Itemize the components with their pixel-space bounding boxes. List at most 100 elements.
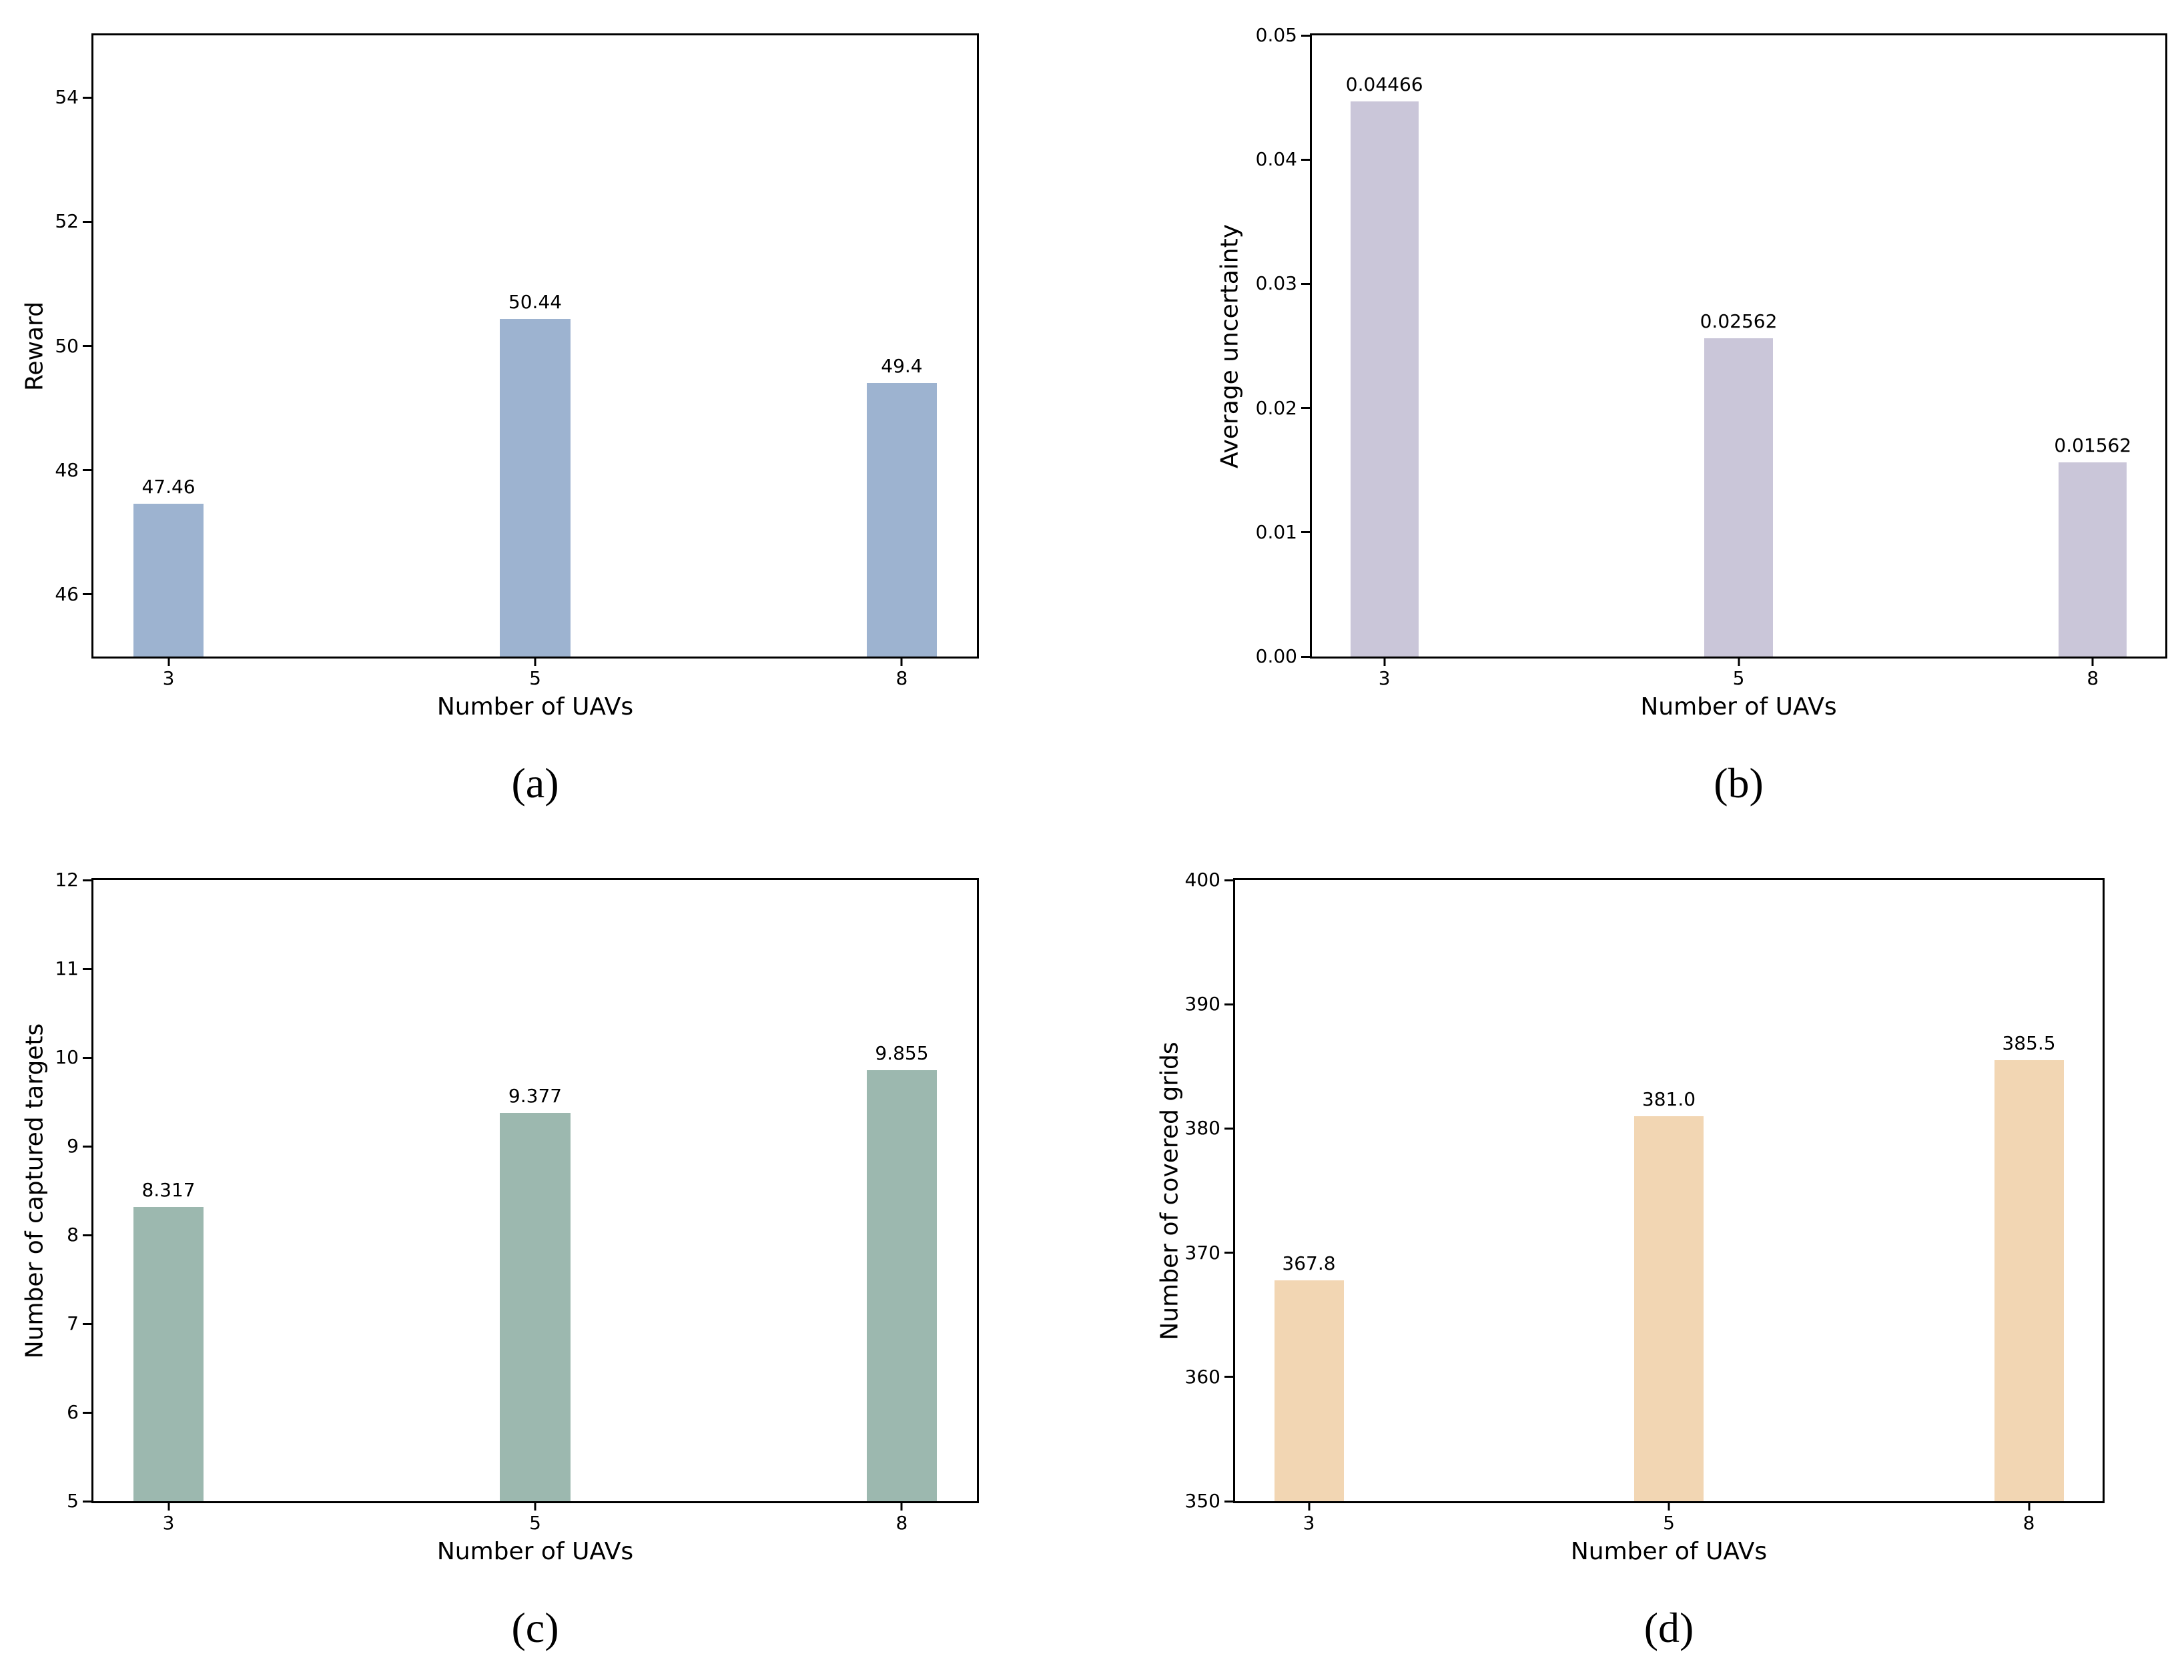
- y-tick-label: 54: [55, 86, 79, 109]
- bar-3-uavs: [1274, 1280, 1344, 1501]
- chart-average-uncertainty-x-axis-label: Number of UAVs: [1640, 693, 1837, 721]
- y-tick-mark: [83, 345, 93, 347]
- y-tick-mark: [1301, 34, 1312, 37]
- y-tick-label: 0.03: [1255, 272, 1297, 295]
- y-tick-mark: [1301, 158, 1312, 161]
- x-tick-label: 5: [1663, 1512, 1675, 1534]
- y-tick-label: 50: [55, 334, 79, 357]
- y-tick-label: 7: [67, 1312, 79, 1335]
- x-tick-mark: [1668, 1501, 1670, 1511]
- bar-5-uavs: [500, 318, 571, 657]
- y-tick-label: 5: [67, 1490, 79, 1512]
- y-tick-mark: [83, 1056, 93, 1059]
- x-tick-label: 8: [2023, 1512, 2035, 1534]
- x-tick-mark: [534, 1501, 536, 1511]
- bar-value-label: 49.4: [881, 355, 923, 378]
- y-tick-label: 0.04: [1255, 148, 1297, 171]
- bar-8-uavs: [866, 383, 938, 657]
- y-tick-mark: [1224, 1376, 1235, 1378]
- y-tick-label: 6: [67, 1401, 79, 1424]
- y-tick-label: 52: [55, 210, 79, 233]
- y-tick-mark: [1224, 1127, 1235, 1130]
- x-tick-label: 3: [1303, 1512, 1315, 1534]
- x-tick-mark: [2091, 657, 2094, 666]
- x-tick-label: 5: [529, 1512, 541, 1534]
- x-tick-label: 8: [2087, 667, 2099, 689]
- y-tick-label: 0.01: [1255, 520, 1297, 543]
- chart-captured-targets-x-axis-label: Number of UAVs: [436, 1538, 634, 1565]
- chart-reward-x-axis-label: Number of UAVs: [436, 693, 634, 721]
- chart-covered-grids-plot-area: 350 360 370 380 390 400 367.8 3 381.0 5 385.5 8: [1185, 869, 2105, 1533]
- y-tick-label: 48: [55, 458, 79, 481]
- y-tick-mark: [83, 96, 93, 99]
- y-tick-mark: [83, 1145, 93, 1148]
- x-tick-label: 3: [162, 667, 175, 689]
- chart-reward-plot-area: 46 48 50 52 54 47.46 3 50.44 5 49.4 8: [55, 33, 979, 689]
- y-tick-label: 8: [67, 1224, 79, 1246]
- x-tick-mark: [1308, 1501, 1310, 1511]
- bar-value-label: 367.8: [1282, 1252, 1336, 1274]
- y-tick-label: 0.00: [1255, 645, 1297, 667]
- bar-8-uavs: [2059, 462, 2127, 657]
- x-tick-label: 3: [1378, 667, 1391, 689]
- chart-captured-targets-plot-area: 5 6 7 8 9 10 11 12 8.317 3 9.377 5 9.855 8: [55, 869, 979, 1533]
- bar-value-label: 0.01562: [2054, 434, 2132, 457]
- bar-3-uavs: [133, 503, 204, 657]
- bar-value-label: 9.855: [875, 1042, 929, 1065]
- bar-value-label: 9.377: [508, 1084, 563, 1107]
- y-tick-mark: [1224, 1252, 1235, 1254]
- bar-3-uavs: [1350, 101, 1419, 657]
- y-tick-label: 360: [1184, 1365, 1220, 1388]
- chart-average-uncertainty-plot-area: 0.00 0.01 0.02 0.03 0.04 0.05 0.04466 3 0.02562 5…: [1256, 25, 2167, 689]
- bar-value-label: 381.0: [1642, 1088, 1696, 1110]
- x-tick-mark: [1738, 657, 1740, 666]
- y-tick-label: 9: [67, 1135, 79, 1158]
- bar-value-label: 50.44: [508, 290, 563, 313]
- y-tick-mark: [1301, 531, 1312, 534]
- y-tick-mark: [1301, 407, 1312, 410]
- y-tick-label: 0.05: [1255, 24, 1297, 46]
- bar-value-label: 385.5: [2002, 1032, 2056, 1054]
- bar-5-uavs: [1634, 1116, 1704, 1501]
- chart-average-uncertainty-caption: (b): [1714, 759, 1764, 807]
- x-tick-label: 8: [895, 667, 908, 689]
- x-tick-label: 3: [162, 1512, 175, 1534]
- y-tick-mark: [1224, 879, 1235, 881]
- y-tick-mark: [83, 1500, 93, 1503]
- y-tick-mark: [1301, 655, 1312, 658]
- x-tick-mark: [900, 1501, 903, 1511]
- y-tick-mark: [1224, 1003, 1235, 1005]
- x-tick-mark: [167, 657, 170, 666]
- y-tick-label: 380: [1184, 1117, 1220, 1140]
- y-tick-label: 10: [55, 1046, 79, 1068]
- y-tick-mark: [83, 1322, 93, 1325]
- y-tick-label: 400: [1184, 869, 1220, 891]
- y-tick-label: 46: [55, 582, 79, 605]
- y-tick-label: 0.02: [1255, 396, 1297, 419]
- y-tick-mark: [83, 469, 93, 472]
- bar-5-uavs: [500, 1112, 571, 1501]
- chart-captured-targets-caption: (c): [511, 1604, 559, 1651]
- bar-value-label: 0.02562: [1700, 310, 1778, 332]
- x-tick-mark: [900, 657, 903, 666]
- y-tick-label: 350: [1184, 1490, 1220, 1512]
- y-tick-mark: [1224, 1500, 1235, 1503]
- chart-covered-grids-y-axis-label: Number of covered grids: [1156, 1041, 1184, 1340]
- x-tick-mark: [534, 657, 536, 666]
- bar-value-label: 0.04466: [1345, 73, 1423, 96]
- bar-8-uavs: [866, 1070, 938, 1501]
- y-tick-label: 370: [1184, 1241, 1220, 1264]
- x-tick-mark: [167, 1501, 170, 1511]
- bar-value-label: 8.317: [141, 1178, 196, 1201]
- y-tick-mark: [83, 1411, 93, 1414]
- chart-covered-grids-caption: (d): [1644, 1604, 1694, 1651]
- bar-8-uavs: [1994, 1060, 2064, 1501]
- x-tick-label: 5: [1732, 667, 1745, 689]
- chart-covered-grids-x-axis-label: Number of UAVs: [1570, 1538, 1768, 1565]
- bar-5-uavs: [1704, 338, 1773, 657]
